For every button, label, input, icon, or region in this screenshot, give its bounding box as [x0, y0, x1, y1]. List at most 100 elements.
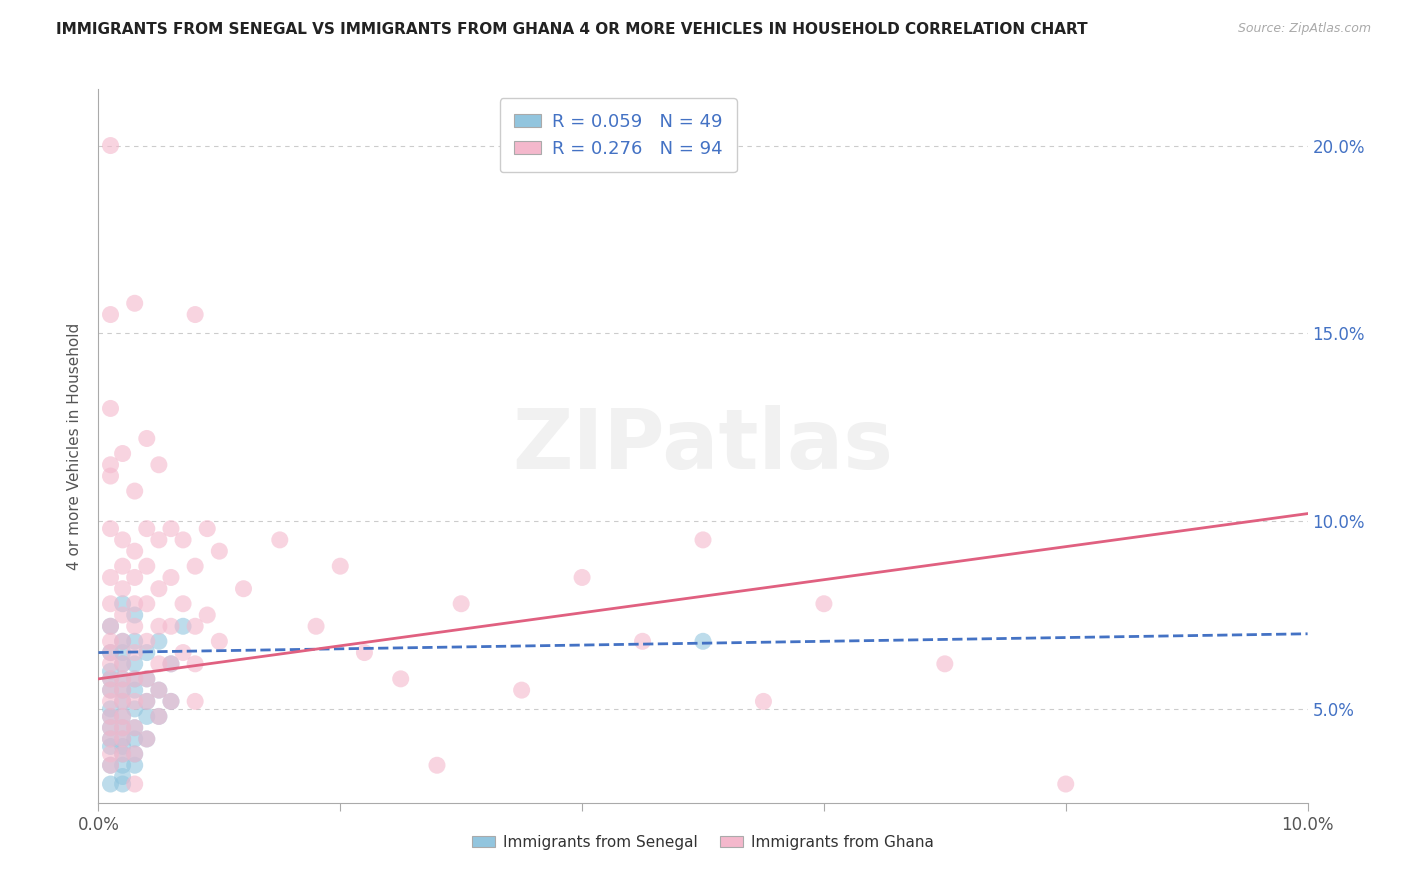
Point	[124, 619, 146, 633]
Point	[135, 559, 157, 574]
Point	[111, 747, 134, 761]
Point	[124, 721, 146, 735]
Point	[172, 533, 194, 547]
Point	[124, 484, 146, 499]
Point	[124, 672, 146, 686]
Point	[100, 721, 122, 735]
Point	[148, 533, 170, 547]
Point	[124, 777, 146, 791]
Legend: Immigrants from Senegal, Immigrants from Ghana: Immigrants from Senegal, Immigrants from…	[465, 829, 941, 855]
Point	[135, 731, 157, 746]
Point	[100, 308, 122, 322]
Point	[329, 559, 352, 574]
Point	[100, 401, 122, 416]
Point	[100, 619, 122, 633]
Point	[100, 619, 122, 633]
Point	[353, 646, 375, 660]
Point	[135, 672, 157, 686]
Point	[184, 694, 207, 708]
Point	[100, 694, 122, 708]
Point	[160, 657, 183, 671]
Point	[135, 709, 157, 723]
Point	[111, 747, 134, 761]
Point	[111, 634, 134, 648]
Point	[111, 672, 134, 686]
Point	[100, 731, 122, 746]
Point	[135, 672, 157, 686]
Point	[269, 533, 291, 547]
Point	[111, 709, 134, 723]
Point	[813, 597, 835, 611]
Point	[160, 619, 183, 633]
Point	[111, 582, 134, 596]
Point	[124, 570, 146, 584]
Point	[124, 634, 146, 648]
Point	[172, 597, 194, 611]
Point	[450, 597, 472, 611]
Point	[160, 570, 183, 584]
Point	[135, 432, 157, 446]
Point	[172, 619, 194, 633]
Point	[172, 646, 194, 660]
Point	[571, 570, 593, 584]
Point	[124, 597, 146, 611]
Point	[111, 597, 134, 611]
Point	[148, 619, 170, 633]
Point	[111, 777, 134, 791]
Point	[135, 694, 157, 708]
Point	[389, 672, 412, 686]
Point	[124, 731, 146, 746]
Point	[232, 582, 254, 596]
Point	[111, 446, 134, 460]
Point	[111, 739, 134, 754]
Point	[111, 634, 134, 648]
Point	[124, 544, 146, 558]
Point	[100, 672, 122, 686]
Point	[184, 308, 207, 322]
Text: IMMIGRANTS FROM SENEGAL VS IMMIGRANTS FROM GHANA 4 OR MORE VEHICLES IN HOUSEHOLD: IMMIGRANTS FROM SENEGAL VS IMMIGRANTS FR…	[56, 22, 1088, 37]
Point	[100, 665, 122, 679]
Point	[100, 702, 122, 716]
Point	[100, 777, 122, 791]
Y-axis label: 4 or more Vehicles in Household: 4 or more Vehicles in Household	[67, 322, 83, 570]
Point	[124, 296, 146, 310]
Point	[208, 634, 231, 648]
Point	[510, 683, 533, 698]
Point	[160, 694, 183, 708]
Point	[631, 634, 654, 648]
Point	[195, 522, 218, 536]
Point	[184, 657, 207, 671]
Point	[111, 533, 134, 547]
Point	[124, 747, 146, 761]
Point	[160, 522, 183, 536]
Point	[135, 646, 157, 660]
Point	[100, 672, 122, 686]
Point	[100, 138, 122, 153]
Text: Source: ZipAtlas.com: Source: ZipAtlas.com	[1237, 22, 1371, 36]
Point	[124, 683, 146, 698]
Point	[100, 758, 122, 772]
Point	[111, 694, 134, 708]
Point	[305, 619, 328, 633]
Point	[111, 657, 134, 671]
Point	[100, 721, 122, 735]
Point	[111, 758, 134, 772]
Point	[111, 657, 134, 671]
Point	[111, 721, 134, 735]
Point	[100, 683, 122, 698]
Point	[934, 657, 956, 671]
Point	[135, 634, 157, 648]
Point	[111, 559, 134, 574]
Point	[111, 646, 134, 660]
Point	[208, 544, 231, 558]
Point	[100, 597, 122, 611]
Point	[135, 731, 157, 746]
Point	[135, 597, 157, 611]
Point	[148, 582, 170, 596]
Point	[111, 694, 134, 708]
Point	[160, 657, 183, 671]
Point	[100, 731, 122, 746]
Point	[148, 657, 170, 671]
Point	[100, 709, 122, 723]
Point	[148, 458, 170, 472]
